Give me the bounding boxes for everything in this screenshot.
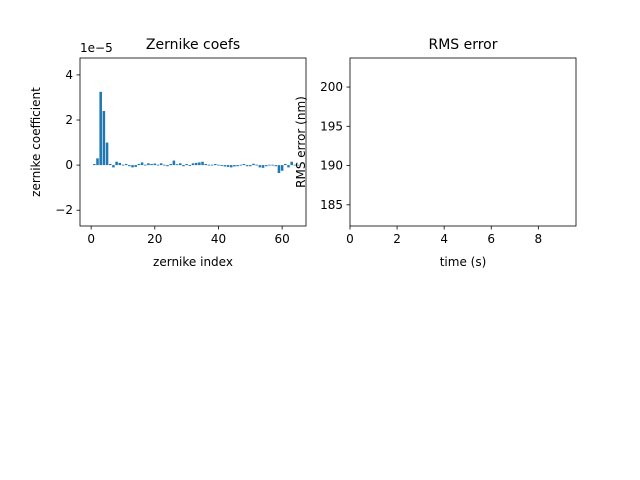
- x-tick-label: 8: [535, 232, 543, 246]
- zernike-bar: [210, 164, 214, 166]
- zernike-chart-title: Zernike coefs: [146, 37, 240, 53]
- zernike-bar: [280, 165, 284, 171]
- zernike-bar: [156, 164, 160, 166]
- zernike-bar: [198, 162, 201, 166]
- y-tick-label: 2: [65, 113, 73, 127]
- x-tick-label: 4: [440, 232, 448, 246]
- zernike-chart: Zernike coefs 1e−5 0 20 40 60 −2 0 2 4 zernike…: [29, 37, 307, 269]
- zernike-bar: [194, 162, 198, 166]
- zernike-bar: [201, 161, 204, 166]
- zernike-bar: [223, 165, 227, 167]
- x-tick-label: 2: [393, 232, 401, 246]
- zernike-bar: [163, 164, 166, 166]
- zernike-bar: [96, 158, 99, 166]
- zernike-bar: [226, 165, 230, 167]
- zernike-bar: [121, 164, 125, 166]
- zernike-bar: [229, 165, 233, 168]
- zernike-y-label: zernike coefficient: [29, 87, 43, 197]
- zernike-bar: [284, 163, 287, 166]
- x-tick-label: 6: [487, 232, 495, 246]
- zernike-bar: [252, 163, 255, 166]
- x-tick-label: 0: [87, 232, 95, 246]
- zernike-bar: [296, 164, 300, 166]
- rms-y-ticks: 185 190 195 200: [320, 80, 350, 212]
- zernike-bar: [242, 163, 246, 166]
- zernike-bar: [166, 165, 169, 167]
- y-tick-label: 190: [320, 159, 343, 173]
- rms-x-ticks: 0 2 4 6 8: [346, 226, 542, 246]
- zernike-bar: [239, 164, 243, 166]
- zernike-plot-frame: [79, 57, 307, 227]
- zernike-bar: [261, 165, 265, 168]
- zernike-bar: [207, 164, 211, 166]
- zernike-bar: [249, 165, 252, 167]
- rms-y-label: RMS error (nm): [294, 96, 308, 188]
- zernike-bar: [147, 163, 150, 166]
- zernike-bar: [108, 163, 112, 166]
- rms-chart-title: RMS error: [428, 37, 497, 53]
- rms-x-label: time (s): [440, 255, 487, 269]
- x-tick-label: 60: [274, 232, 289, 246]
- y-tick-label: 200: [320, 80, 343, 94]
- zernike-bar: [233, 165, 236, 167]
- zernike-bar: [102, 110, 106, 166]
- zernike-bar: [131, 165, 134, 168]
- zernike-bar: [178, 163, 182, 166]
- rms-chart: RMS error 0 2 4 6 8 185 190 195 200 time (s) RM…: [294, 37, 577, 269]
- zernike-bar: [271, 164, 274, 166]
- zernike-bar: [172, 160, 176, 166]
- zernike-bar: [214, 163, 217, 166]
- zernike-bar: [191, 163, 195, 166]
- zernike-bar: [137, 163, 141, 166]
- zernike-offset-text: 1e−5: [80, 41, 113, 55]
- zernike-bar: [99, 91, 102, 166]
- zernike-bar: [93, 163, 96, 166]
- zernike-bar: [112, 165, 115, 168]
- zernike-bar: [188, 165, 192, 167]
- y-tick-label: 0: [65, 158, 73, 172]
- rms-plot-frame: [349, 57, 577, 227]
- zernike-bar: [153, 163, 157, 166]
- zernike-x-ticks: 0 20 40 60: [87, 226, 290, 246]
- zernike-bar: [293, 164, 297, 166]
- zernike-bar: [236, 165, 239, 167]
- zernike-bar: [264, 165, 268, 167]
- y-tick-label: 195: [320, 119, 343, 133]
- zernike-bar: [245, 165, 249, 167]
- zernike-bar: [185, 163, 188, 166]
- zernike-bar: [217, 164, 220, 166]
- zernike-bar: [118, 162, 122, 166]
- zernike-bar: [128, 165, 131, 167]
- zernike-bar: [277, 165, 281, 174]
- zernike-bar: [134, 165, 137, 167]
- zernike-bar: [182, 165, 185, 167]
- zernike-bar: [143, 164, 147, 166]
- x-tick-label: 0: [346, 232, 354, 246]
- zernike-bar: [150, 163, 153, 166]
- zernike-bar: [140, 162, 144, 166]
- zernike-bar: [105, 142, 109, 166]
- y-tick-label: −2: [55, 203, 73, 217]
- zernike-x-label: zernike index: [153, 255, 233, 269]
- zernike-bar: [159, 163, 163, 166]
- zernike-bar: [124, 163, 128, 166]
- zernike-bar: [258, 165, 262, 168]
- zernike-bar: [290, 161, 293, 166]
- zernike-bar: [220, 165, 223, 167]
- zernike-bar: [287, 165, 290, 168]
- zernike-bar: [255, 164, 258, 166]
- y-tick-label: 4: [65, 68, 73, 82]
- zernike-bars: [93, 91, 300, 174]
- x-tick-label: 40: [211, 232, 226, 246]
- zernike-bar: [204, 163, 208, 166]
- y-tick-label: 185: [320, 198, 343, 212]
- zernike-bar: [169, 163, 172, 166]
- zernike-bar: [175, 164, 179, 166]
- zernike-bar: [115, 161, 118, 166]
- zernike-y-ticks: −2 0 2 4: [55, 68, 80, 217]
- zernike-bar: [274, 165, 278, 167]
- zernike-bar: [268, 164, 271, 166]
- x-tick-label: 20: [147, 232, 162, 246]
